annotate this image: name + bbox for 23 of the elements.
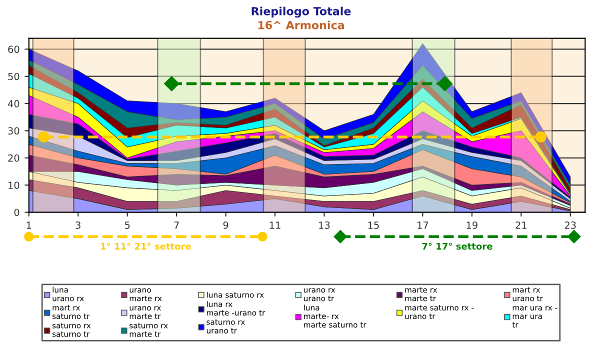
y-tick-label: 60 — [8, 46, 20, 53]
x-tick-label: 15 — [368, 222, 379, 229]
y-tick-label: 40 — [8, 100, 20, 108]
x-tick-label: 17 — [418, 222, 428, 229]
y-tick-label: 10 — [8, 182, 20, 189]
x-tick-label: 13 — [319, 221, 330, 229]
x-tick-label: 11 — [270, 222, 280, 229]
x-tick-label: 21 — [516, 221, 526, 229]
x-tick-label: 23 — [564, 221, 576, 229]
chart-subtitle: 16^ Armonica — [258, 20, 344, 30]
chart-title: Riepilogo Totale — [252, 6, 351, 18]
y-tick-label: 50 — [8, 72, 20, 80]
text: 7° 17° settore — [422, 242, 492, 250]
x-tick-label: 5 — [125, 222, 130, 229]
y-tick-label: 30 — [8, 127, 20, 135]
y-tick-label: 20 — [8, 154, 20, 162]
y-tick-label: 0 — [14, 208, 20, 216]
x-tick-label: 19 — [466, 221, 478, 229]
x-tick-label: 1 — [26, 222, 32, 229]
x-tick-label: 9 — [223, 221, 228, 229]
text: 1° 11° 21° settore — [101, 242, 191, 250]
x-tick-label: 3 — [76, 221, 80, 229]
x-tick-label: 7 — [174, 222, 179, 229]
